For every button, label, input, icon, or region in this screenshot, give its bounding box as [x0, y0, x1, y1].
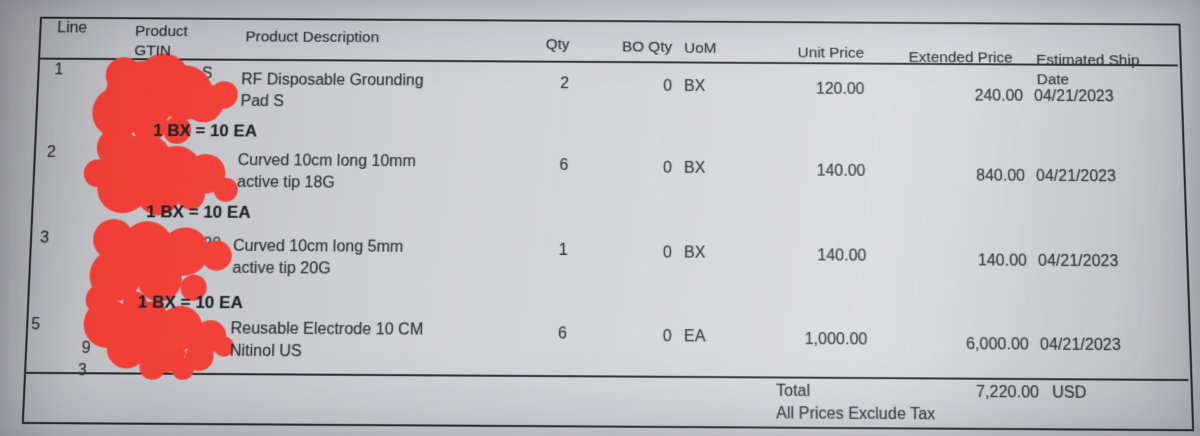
ship-date-value: 04/21/2023: [1037, 252, 1119, 271]
product-description: Reusable Electrode 10 CM Nitinol US: [230, 318, 473, 364]
pack-note: 1 BX = 10 EA: [145, 202, 251, 222]
bo-qty-value: 0: [662, 327, 672, 346]
col-header-estimated-ship: Estimated Ship: [1036, 51, 1140, 70]
extended-price-value: 840.00: [976, 167, 1026, 185]
col-header-extended-price: Extended Price: [908, 49, 1013, 67]
col-header-description: Product Description: [245, 28, 380, 46]
product-description-line2: Nitinol US: [229, 342, 302, 361]
col-header-ship-date: Estimated Ship Date: [1036, 51, 1140, 90]
col-header-line: Line: [56, 19, 88, 37]
product-description-line2: Pad S: [240, 93, 285, 111]
col-header-qty: Qty: [545, 36, 570, 53]
product-description-line2: active tip 18G: [236, 173, 335, 192]
tax-note: All Prices Exclude Tax: [776, 405, 936, 424]
ship-date-value: 04/21/2023: [1033, 88, 1114, 106]
pack-note: 1 BX = 10 EA: [152, 121, 258, 141]
col-header-unit-price: Unit Price: [797, 44, 865, 62]
unit-price-value: 1,000.00: [804, 330, 868, 349]
unit-price-value: 140.00: [817, 247, 867, 265]
col-header-bo-qty: BO Qty: [621, 38, 673, 56]
product-description-line1: Reusable Electrode 10 CM: [230, 320, 424, 339]
col-header-product: Product: [134, 23, 189, 40]
col-header-product-gtin: Product GTIN: [134, 22, 188, 60]
redaction-scribble: [91, 53, 239, 144]
qty-value: 6: [557, 325, 568, 343]
product-description-line1: Curved 10cm long 10mm: [237, 152, 416, 171]
total-label: Total: [775, 382, 811, 401]
product-description-line1: RF Disposable Grounding: [240, 71, 424, 90]
pack-note: 1 BX = 10 EA: [137, 292, 244, 313]
uom-value: BX: [684, 78, 706, 95]
qty-value: 6: [559, 157, 569, 175]
unit-price-value: 140.00: [816, 162, 866, 180]
product-description: Curved 10cm long 5mm active tip 20G: [232, 236, 474, 282]
qty-value: 2: [560, 75, 570, 93]
redaction-scribble: [82, 301, 235, 381]
uom-value: BX: [683, 244, 706, 262]
line-number: 1: [54, 61, 64, 79]
total-currency: USD: [1052, 384, 1087, 402]
unit-price-value: 120.00: [815, 80, 865, 98]
bo-qty-value: 0: [663, 244, 672, 262]
qty-value: 1: [558, 241, 568, 259]
line-number: 2: [46, 144, 57, 161]
product-description-line2: active tip 20G: [232, 259, 331, 278]
product-description: RF Disposable Grounding Pad S: [240, 70, 479, 115]
uom-value: EA: [683, 328, 706, 346]
col-header-gtin: GTIN: [134, 42, 172, 59]
col-header-uom: UoM: [684, 40, 717, 57]
extended-price-value: 6,000.00: [965, 335, 1030, 354]
line-number: 3: [39, 229, 50, 247]
ship-date-value: 04/21/2023: [1039, 336, 1122, 355]
ship-date-value: 04/21/2023: [1035, 167, 1117, 186]
product-description-line1: Curved 10cm long 5mm: [232, 237, 404, 256]
bo-qty-value: 0: [663, 159, 673, 177]
bo-qty-value: 0: [663, 77, 673, 95]
product-description: Curved 10cm long 10mm active tip 18G: [237, 150, 477, 195]
extended-price-value: 240.00: [974, 87, 1024, 105]
uom-value: BX: [684, 159, 706, 177]
total-amount: 7,220.00: [975, 383, 1040, 402]
redaction-scribble: [84, 131, 239, 216]
extended-price-value: 140.00: [977, 252, 1028, 270]
line-number: 5: [30, 316, 41, 334]
